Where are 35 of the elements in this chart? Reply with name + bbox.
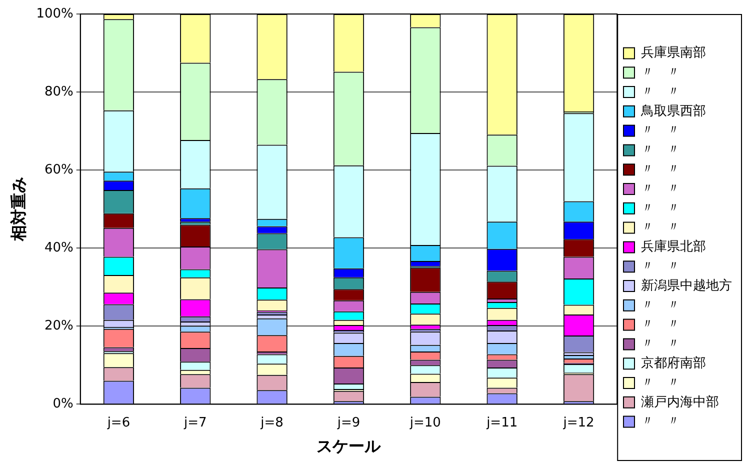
- legend-label: 〃 〃: [641, 258, 680, 274]
- y-tick-label: 0%: [52, 396, 74, 412]
- legend-label: 〃 〃: [641, 298, 680, 313]
- x-tick-label: j=9: [336, 415, 360, 430]
- legend-label: 〃 〃: [641, 414, 680, 430]
- x-tick-label: j=6: [106, 415, 130, 430]
- legend-label: 京都府南部: [641, 354, 706, 371]
- legend-label: 〃 〃: [641, 162, 680, 177]
- y-tick-label: 40%: [44, 240, 74, 256]
- y-tick-label: 80%: [44, 84, 74, 100]
- legend-label: 兵庫県北部: [641, 238, 706, 255]
- legend-label: 〃 〃: [641, 200, 680, 216]
- legend-label: 〃 〃: [641, 375, 680, 390]
- legend-label: 鳥取県西部: [640, 104, 706, 119]
- legend-label: 〃 〃: [641, 317, 680, 332]
- x-tick-label: j=8: [260, 415, 284, 430]
- legend-label: 兵庫県南部: [641, 44, 706, 61]
- legend-label: 〃 〃: [641, 181, 680, 196]
- x-tick-label: j=11: [486, 415, 518, 430]
- legend-label: 〃 〃: [641, 64, 680, 80]
- legend-label: 〃 〃: [641, 220, 680, 236]
- x-axis-title: スケール: [316, 436, 382, 456]
- legend-label: 〃 〃: [641, 336, 680, 352]
- y-axis-title: 相対重み: [8, 177, 28, 242]
- y-tick-label: 100%: [36, 6, 74, 22]
- legend-label: 〃 〃: [641, 142, 680, 158]
- y-tick-label: 20%: [44, 318, 74, 334]
- legend-label: 〃 〃: [641, 84, 680, 100]
- x-tick-label: j=12: [562, 415, 594, 430]
- x-tick-label: j=7: [182, 415, 207, 430]
- y-tick-label: 60%: [44, 162, 74, 178]
- legend-label: 瀬戸内海中部: [641, 394, 719, 410]
- legend-label: 〃 〃: [641, 123, 680, 138]
- x-tick-label: j=10: [408, 415, 441, 430]
- legend-label: 新潟県中越地方: [641, 277, 732, 294]
